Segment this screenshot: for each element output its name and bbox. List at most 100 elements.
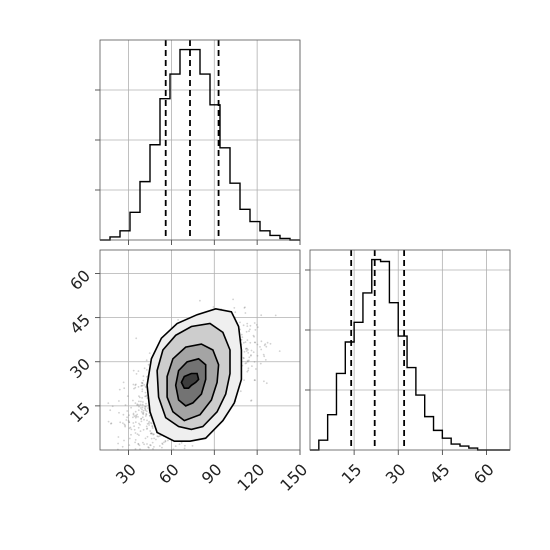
scatter-point <box>248 356 251 359</box>
scatter-point <box>135 415 138 418</box>
scatter-point <box>119 421 122 424</box>
scatter-point <box>249 324 252 327</box>
scatter-point <box>256 354 259 357</box>
scatter-point <box>134 402 137 404</box>
scatter-point <box>260 348 263 351</box>
scatter-point <box>244 312 247 314</box>
scatter-point <box>145 413 148 416</box>
scatter-point <box>143 367 146 370</box>
scatter-point <box>151 432 154 435</box>
scatter-point <box>123 439 125 442</box>
scatter-point <box>250 354 252 357</box>
density-contour-4 <box>180 372 200 389</box>
scatter-point <box>145 402 147 405</box>
scatter-point <box>146 428 148 430</box>
scatter-point <box>263 380 265 383</box>
scatter-point <box>241 336 244 338</box>
scatter-point <box>245 350 248 352</box>
scatter-point <box>246 370 249 373</box>
scatter-point <box>138 404 140 406</box>
scatter-point <box>144 405 147 408</box>
scatter-point <box>266 341 269 344</box>
scatter-point <box>127 419 130 422</box>
scatter-point <box>244 362 247 365</box>
scatter-point <box>126 416 128 419</box>
scatter-point <box>141 403 144 406</box>
scatter-point <box>256 326 259 329</box>
scatter-point <box>191 445 194 447</box>
scatter-point <box>146 443 148 445</box>
scatter-point <box>132 422 135 424</box>
scatter-point <box>243 379 246 381</box>
scatter-point <box>254 341 257 344</box>
scatter-point <box>142 401 144 403</box>
scatter-point <box>212 306 215 308</box>
scatter-point <box>142 428 145 431</box>
scatter-point <box>150 422 153 425</box>
scatter-point <box>253 335 256 338</box>
scatter-point <box>135 373 138 375</box>
scatter-point <box>151 425 154 428</box>
scatter-point <box>146 375 148 378</box>
scatter-point <box>184 444 186 447</box>
scatter-point <box>233 307 236 309</box>
scatter-point <box>140 400 142 403</box>
scatter-point <box>246 339 249 341</box>
scatter-point <box>141 382 144 385</box>
scatter-point <box>118 411 120 414</box>
scatter-point <box>123 423 126 426</box>
scatter-point <box>130 433 132 436</box>
scatter-point <box>140 420 143 423</box>
scatter-point <box>232 298 235 301</box>
scatter-point <box>242 341 245 344</box>
scatter-point <box>128 444 131 446</box>
scatter-point <box>128 421 130 423</box>
scatter-point <box>260 314 263 317</box>
scatter-point <box>151 427 154 429</box>
scatter-point <box>141 382 144 385</box>
scatter-point <box>138 434 140 437</box>
scatter-point <box>128 427 131 430</box>
scatter-point <box>242 324 245 327</box>
scatter-point <box>247 349 249 351</box>
scatter-point <box>278 350 281 352</box>
scatter-point <box>149 444 152 446</box>
scatter-point <box>148 414 151 417</box>
scatter-point <box>239 390 242 393</box>
density-fill-level-4 <box>181 373 199 389</box>
scatter-point <box>239 321 241 324</box>
scatter-point <box>252 334 255 337</box>
scatter-point <box>269 342 272 345</box>
scatter-point <box>111 405 114 408</box>
scatter-point <box>153 446 155 448</box>
scatter-point <box>136 404 139 406</box>
scatter-point <box>132 412 135 415</box>
scatter-point <box>133 387 135 390</box>
scatter-point <box>145 410 148 413</box>
scatter-point <box>146 419 148 422</box>
scatter-point <box>199 299 201 302</box>
scatter-point <box>122 413 125 416</box>
scatter-point <box>161 443 164 445</box>
scatter-point <box>148 424 151 426</box>
scatter-point <box>240 333 243 336</box>
scatter-point <box>243 350 246 353</box>
scatter-point <box>136 433 139 435</box>
scatter-point <box>246 347 249 350</box>
scatter-point <box>143 418 145 421</box>
x-hist-frame <box>99 39 301 241</box>
scatter-point <box>141 412 144 415</box>
scatter-point <box>153 437 156 440</box>
scatter-point <box>145 425 148 428</box>
scatter-point <box>244 306 246 309</box>
scatter-point <box>136 403 139 406</box>
scatter-point <box>134 441 137 444</box>
scatter-point <box>248 359 250 362</box>
scatter-point <box>255 368 257 370</box>
scatter-point <box>254 329 257 331</box>
scatter-point <box>138 422 140 425</box>
scatter-point <box>265 345 268 348</box>
